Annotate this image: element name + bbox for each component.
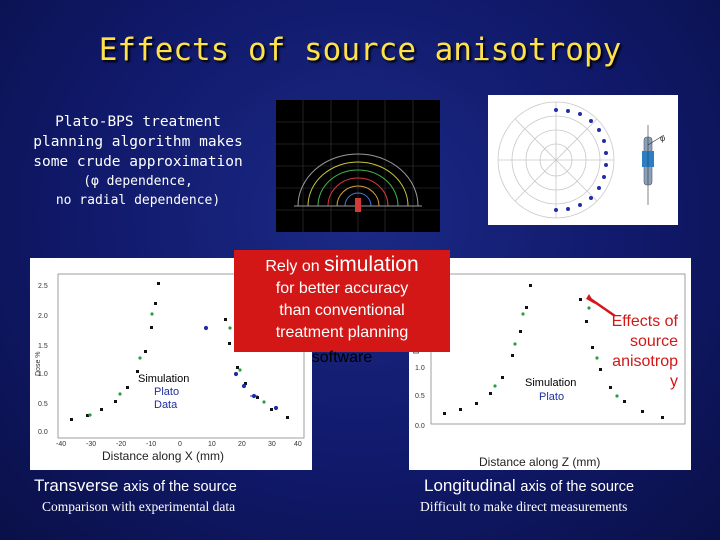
effects-line: anisotrop (612, 353, 678, 370)
slide-title: Effects of source anisotropy (98, 32, 622, 68)
x-tick: 40 (294, 441, 302, 448)
isodose-image (276, 100, 440, 232)
effects-line: source (629, 333, 678, 350)
x-tick: -20 (116, 441, 126, 448)
intro-line: no radial dependence) (55, 193, 221, 208)
y-tick: 1.0 (38, 371, 48, 378)
x-tick: -30 (86, 441, 96, 448)
longitudinal-caption: Longitudinal axis of the source (424, 476, 634, 496)
y-tick: 1.5 (38, 343, 48, 350)
effects-line: Effects of (611, 313, 678, 330)
y-tick: 2.5 (38, 283, 48, 290)
arrow-line (588, 296, 616, 318)
callout-line: than conventional (279, 302, 405, 319)
legend-plato: Plato (539, 391, 564, 403)
caption-big: Transverse (34, 476, 124, 495)
legend-simulation: Simulation (525, 377, 576, 389)
caption-small: axis of the source (123, 479, 237, 495)
phi-label: φ (660, 134, 665, 143)
callout-rely: Rely on (265, 258, 325, 275)
transverse-subcaption: Comparison with experimental data (42, 499, 236, 514)
intro-line: planning algorithm makes (33, 134, 243, 150)
y-tick: 0.0 (415, 423, 425, 430)
callout-simulation: simulation (324, 253, 419, 276)
legend-plato: Plato (154, 386, 179, 398)
x-tick: 20 (238, 441, 246, 448)
y-tick: 0.5 (38, 401, 48, 408)
caption-small: axis of the source (520, 479, 635, 495)
intro-line: (φ dependence, (83, 174, 193, 189)
x-tick: 10 (208, 441, 216, 448)
y-axis-label: Dose % (35, 351, 42, 376)
y-tick: 0.0 (38, 429, 48, 436)
legend-data: Data (154, 399, 178, 411)
y-tick: 2.0 (38, 313, 48, 320)
caption-big: Longitudinal (424, 476, 521, 495)
x-tick: -10 (146, 441, 156, 448)
callout-tail-text: software (311, 349, 373, 366)
legend-simulation: Simulation (138, 373, 189, 385)
callout-line: Rely on simulation (234, 254, 450, 278)
x-axis-label: Distance along Z (mm) (479, 455, 600, 469)
simulation-callout: Rely on simulation for better accuracy t… (234, 250, 450, 352)
longitudinal-dose-plot: 1.0 0.5 0.0 Do Simulation Plato Distance… (409, 258, 691, 470)
y-tick: 0.5 (415, 393, 425, 400)
x-tick: -40 (56, 441, 66, 448)
polar-plot-image: φ (488, 95, 678, 225)
x-tick: 30 (268, 441, 276, 448)
intro-line: some crude approximation (33, 154, 243, 170)
x-axis-label: Distance along X (mm) (102, 449, 224, 463)
x-tick: 0 (178, 441, 182, 448)
callout-line: for better accuracy (275, 280, 409, 297)
effects-note: Effects of source anisotrop y (594, 312, 678, 392)
transverse-caption: Transverse axis of the source (34, 476, 237, 496)
intro-line: Plato-BPS treatment (55, 114, 221, 130)
arrow-icon (581, 294, 595, 304)
y-tick: 1.0 (415, 365, 425, 372)
intro-text: Plato-BPS treatment planning algorithm m… (18, 112, 258, 210)
longitudinal-subcaption: Difficult to make direct measurements (420, 499, 628, 514)
callout-line: treatment planning (275, 324, 409, 341)
effects-line: y (670, 373, 678, 390)
